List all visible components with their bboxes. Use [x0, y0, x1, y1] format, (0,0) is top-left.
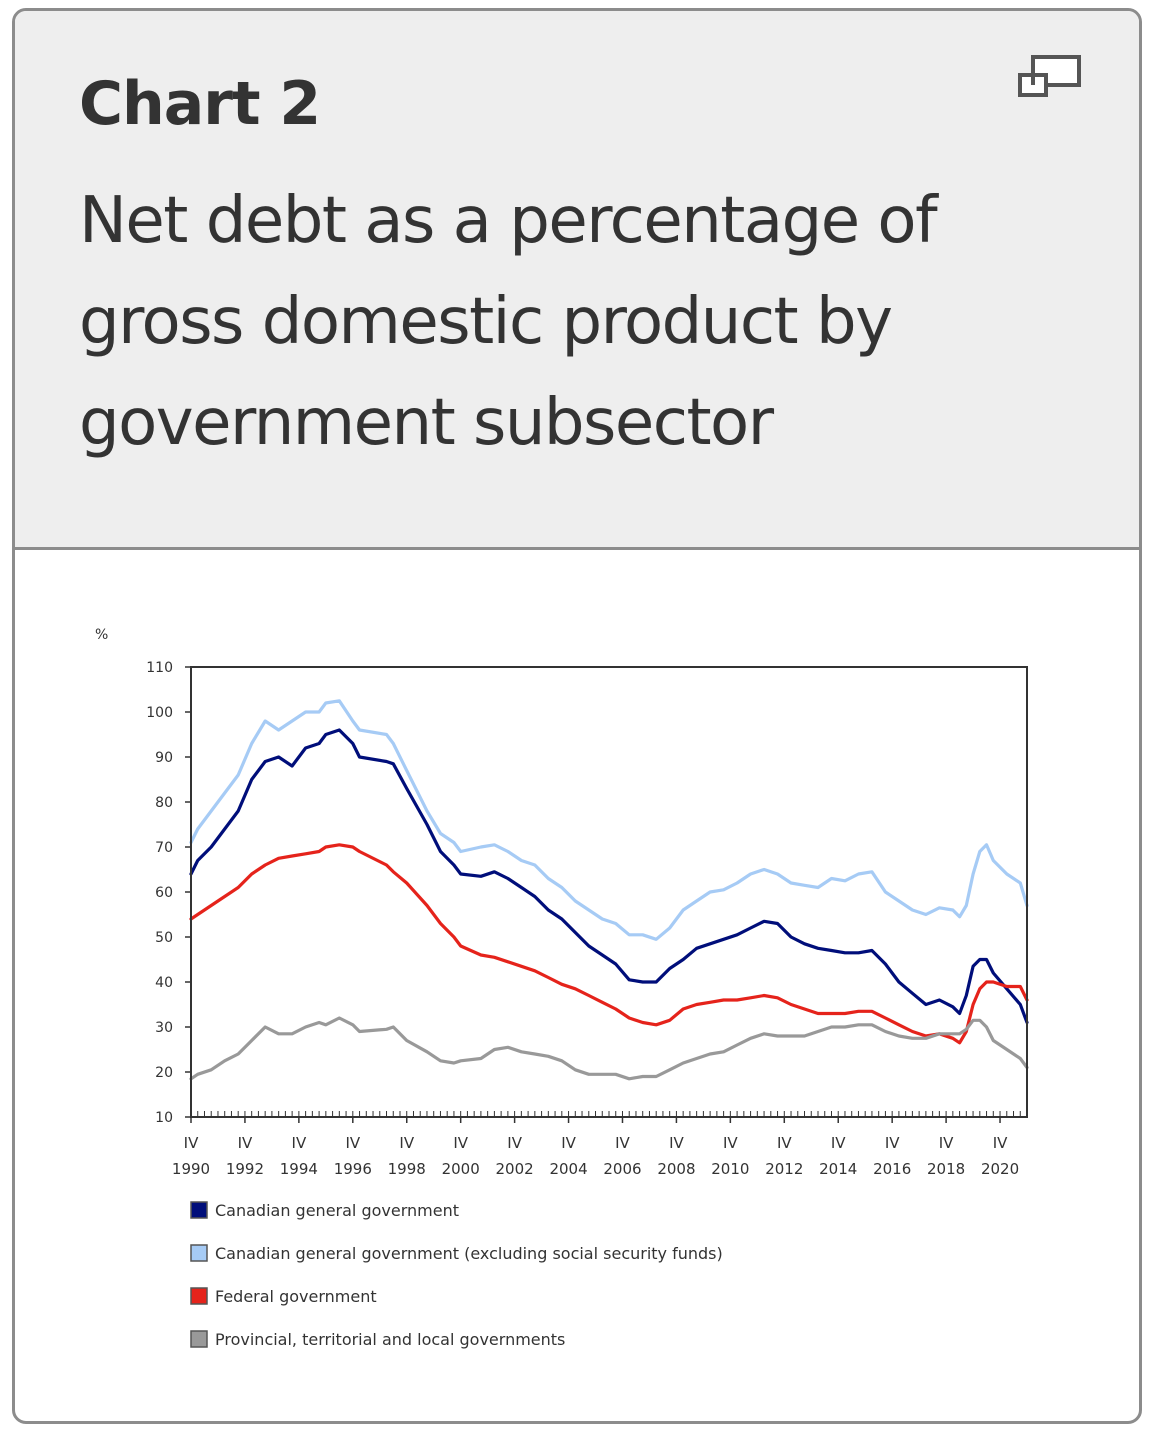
x-tick-quarter-label: IV	[831, 1134, 846, 1152]
legend-label: Federal government	[215, 1287, 377, 1306]
x-tick-year-label: 2006	[603, 1160, 641, 1178]
legend-label: Provincial, territorial and local govern…	[215, 1330, 565, 1349]
expand-button[interactable]	[1015, 51, 1085, 107]
x-tick-year-label: 2008	[657, 1160, 695, 1178]
x-tick-year-label: 2016	[873, 1160, 911, 1178]
chart-number: Chart 2	[79, 69, 321, 139]
x-tick-quarter-label: IV	[453, 1134, 468, 1152]
y-tick-label: 90	[155, 750, 173, 766]
x-tick-quarter-label: IV	[399, 1134, 414, 1152]
x-tick-year-label: 2000	[442, 1160, 480, 1178]
legend-swatch	[190, 1330, 208, 1348]
y-tick-label: 40	[155, 975, 173, 991]
chart-card: Chart 2 Net debt as a percentage of gros…	[12, 8, 1142, 1424]
series-line	[189, 699, 1029, 941]
y-tick-label: 20	[155, 1065, 173, 1081]
legend-swatch	[190, 1287, 208, 1305]
x-tick-year-label: 1992	[226, 1160, 264, 1178]
legend-label: Canadian general government	[215, 1201, 459, 1220]
legend-label: Canadian general government (excluding s…	[215, 1244, 723, 1263]
series-line	[189, 843, 1029, 1045]
x-tick-quarter-label: IV	[345, 1134, 360, 1152]
x-tick-year-label: 1996	[334, 1160, 372, 1178]
x-tick-quarter-label: IV	[723, 1134, 738, 1152]
y-tick-label: 100	[146, 705, 173, 721]
legend-swatch	[190, 1201, 208, 1219]
x-tick-quarter-label: IV	[939, 1134, 954, 1152]
plot-frame	[190, 666, 1028, 1118]
y-tick-label: 10	[155, 1110, 173, 1126]
y-tick-label: 80	[155, 795, 173, 811]
x-tick-year-label: 2004	[549, 1160, 587, 1178]
legend: Canadian general government Canadian gene…	[190, 1201, 723, 1349]
chart-area: % 10 20 30 40 50 60 70 80 90 100 110 IV 1990 IV 1992 I…	[15, 550, 1139, 1420]
y-tick-label: 50	[155, 930, 173, 946]
y-tick-label: 30	[155, 1020, 173, 1036]
x-tick-year-label: 2020	[981, 1160, 1019, 1178]
x-tick-quarter-label: IV	[669, 1134, 684, 1152]
x-tick-year-label: 2012	[765, 1160, 803, 1178]
series-line	[189, 1016, 1029, 1081]
x-axis: IV 1990 IV 1992 IV 1994 IV 1996 IV 1998 IV 2000 IV 20…	[172, 1117, 1019, 1178]
x-tick-year-label: 1994	[280, 1160, 318, 1178]
y-tick-label: 70	[155, 840, 173, 856]
x-tick-year-label: 2014	[819, 1160, 857, 1178]
x-tick-quarter-label: IV	[615, 1134, 630, 1152]
legend-swatch	[190, 1244, 208, 1262]
x-tick-quarter-label: IV	[777, 1134, 792, 1152]
card-header: Chart 2 Net debt as a percentage of gros…	[15, 11, 1139, 550]
x-tick-year-label: 2018	[927, 1160, 965, 1178]
x-tick-quarter-label: IV	[238, 1134, 253, 1152]
x-tick-quarter-label: IV	[292, 1134, 307, 1152]
y-tick-label: 60	[155, 885, 173, 901]
x-tick-quarter-label: IV	[507, 1134, 522, 1152]
y-axis-unit-label: %	[95, 627, 108, 643]
x-tick-quarter-label: IV	[993, 1134, 1008, 1152]
x-tick-quarter-label: IV	[561, 1134, 576, 1152]
x-tick-year-label: 1998	[388, 1160, 426, 1178]
expand-window-icon	[1018, 55, 1081, 97]
x-tick-year-label: 2002	[496, 1160, 534, 1178]
series-line	[189, 728, 1029, 1025]
x-tick-year-label: 2010	[711, 1160, 749, 1178]
chart-title: Net debt as a percentage of gross domest…	[79, 184, 938, 460]
series-lines	[189, 699, 1029, 1081]
x-tick-year-label: 1990	[172, 1160, 210, 1178]
y-axis: 10 20 30 40 50 60 70 80 90 100 110	[146, 660, 191, 1126]
x-tick-quarter-label: IV	[184, 1134, 199, 1152]
x-tick-quarter-label: IV	[885, 1134, 900, 1152]
y-tick-label: 110	[146, 660, 173, 676]
